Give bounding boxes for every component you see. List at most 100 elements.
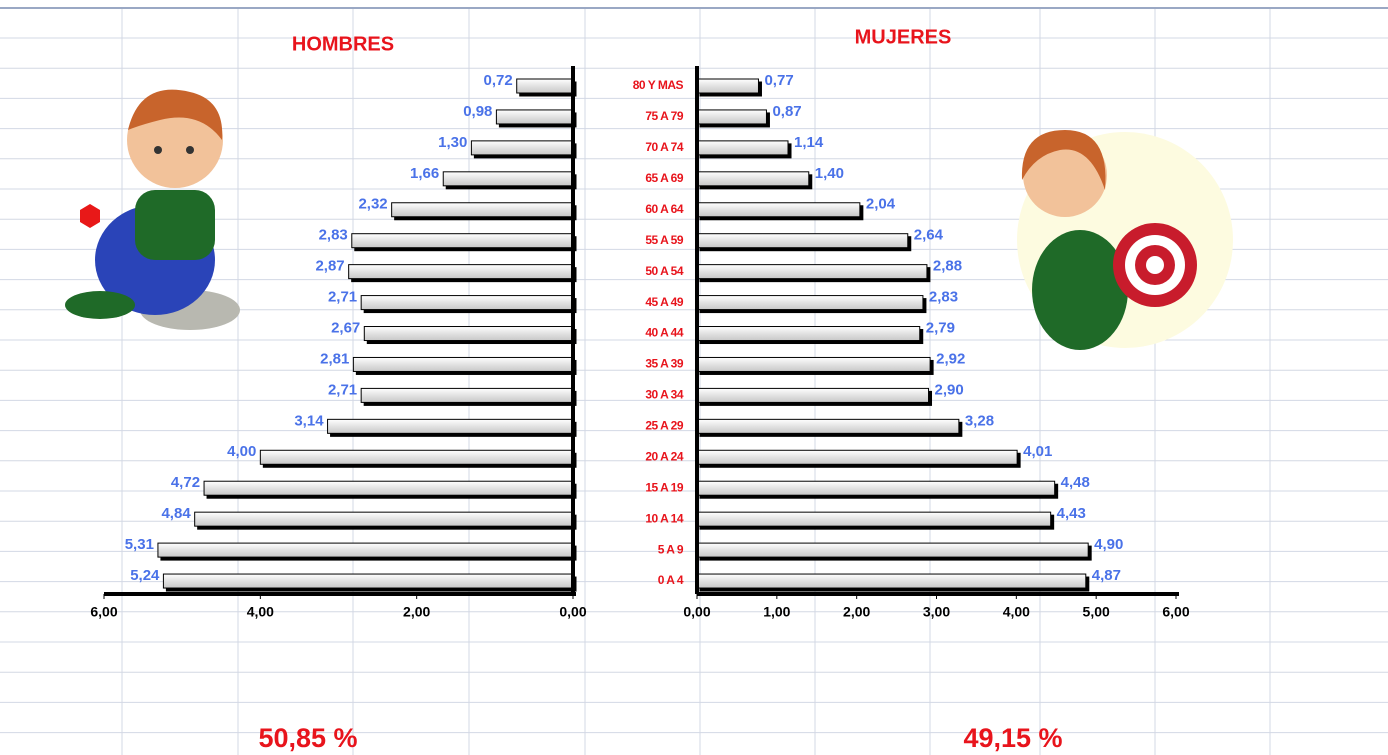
x-tick-label: 0,00: [559, 604, 586, 620]
spreadsheet-grid: [0, 8, 1388, 755]
bar: [696, 233, 909, 249]
value-label: 2,83: [319, 227, 348, 244]
bar: [259, 449, 574, 465]
bar: [696, 171, 810, 187]
bar: [495, 109, 574, 125]
category-label: 80 Y MAS: [633, 78, 684, 92]
value-label: 2,67: [331, 319, 360, 336]
bar: [696, 573, 1087, 589]
x-tick-label: 6,00: [1162, 604, 1189, 620]
value-label: 2,83: [929, 289, 958, 306]
chart-title: MUJERES: [855, 26, 952, 48]
value-label: 2,88: [933, 258, 962, 275]
category-label: 35 A 39: [645, 357, 683, 371]
bar: [696, 542, 1089, 558]
x-tick-label: 2,00: [843, 604, 870, 620]
bar: [696, 264, 928, 280]
bar: [696, 449, 1018, 465]
x-tick-label: 6,00: [90, 604, 117, 620]
value-label: 2,04: [866, 196, 896, 213]
bar: [157, 542, 574, 558]
bar: [327, 418, 574, 434]
value-label: 2,90: [935, 381, 964, 398]
x-tick-label: 1,00: [763, 604, 790, 620]
category-label: 25 A 29: [645, 419, 683, 433]
value-label: 0,98: [463, 103, 492, 120]
bar: [203, 480, 574, 496]
bar: [442, 171, 574, 187]
category-label: 60 A 64: [645, 202, 683, 216]
category-label: 50 A 54: [645, 264, 683, 278]
bar: [162, 573, 574, 589]
chart-title: HOMBRES: [292, 33, 394, 55]
value-label: 4,90: [1094, 536, 1123, 553]
total-percentage: 49,15 %: [963, 723, 1062, 753]
value-label: 1,30: [438, 134, 467, 151]
bar: [696, 109, 767, 125]
value-label: 4,43: [1057, 505, 1086, 522]
value-label: 4,48: [1061, 474, 1090, 491]
value-label: 2,71: [328, 381, 357, 398]
value-label: 2,81: [320, 350, 349, 367]
boy-illustration: [65, 89, 240, 330]
value-label: 2,87: [315, 258, 344, 275]
x-tick-label: 4,00: [247, 604, 274, 620]
x-tick-label: 0,00: [683, 604, 710, 620]
category-label: 45 A 49: [645, 295, 683, 309]
value-label: 4,84: [161, 505, 191, 522]
category-label: 5 A 9: [658, 542, 684, 556]
x-tick-label: 5,00: [1083, 604, 1110, 620]
value-label: 5,24: [130, 567, 160, 584]
category-label: 20 A 24: [645, 449, 683, 463]
value-label: 3,28: [965, 412, 994, 429]
bar: [351, 233, 574, 249]
value-label: 2,32: [358, 196, 387, 213]
category-label: 0 A 4: [658, 573, 684, 587]
value-label: 2,71: [328, 289, 357, 306]
x-tick-label: 3,00: [923, 604, 950, 620]
bar: [696, 480, 1056, 496]
category-label: 65 A 69: [645, 171, 683, 185]
bar: [516, 78, 574, 94]
bar: [360, 295, 574, 311]
bar: [696, 202, 861, 218]
value-label: 1,66: [410, 165, 439, 182]
category-label: 30 A 34: [645, 388, 683, 402]
value-label: 3,14: [294, 412, 324, 429]
bar: [363, 326, 574, 342]
bar: [696, 140, 789, 156]
x-tick-label: 4,00: [1003, 604, 1030, 620]
category-label: 40 A 44: [645, 326, 683, 340]
value-label: 1,14: [794, 134, 824, 151]
category-label: 70 A 74: [645, 140, 683, 154]
bar: [696, 326, 921, 342]
category-label: 15 A 19: [645, 480, 683, 494]
bar: [696, 356, 931, 372]
value-label: 4,72: [171, 474, 200, 491]
bar: [696, 78, 759, 94]
value-label: 2,64: [914, 227, 944, 244]
value-label: 0,87: [772, 103, 801, 120]
value-label: 0,77: [764, 72, 793, 89]
value-label: 1,40: [815, 165, 844, 182]
value-label: 0,72: [484, 72, 513, 89]
value-label: 5,31: [125, 536, 154, 553]
bar: [360, 387, 574, 403]
value-label: 2,92: [936, 350, 965, 367]
bar: [696, 418, 960, 434]
bar: [696, 511, 1052, 527]
girl-illustration: [1017, 130, 1233, 350]
bar: [391, 202, 574, 218]
value-label: 2,79: [926, 319, 955, 336]
bar: [194, 511, 574, 527]
bar: [696, 387, 930, 403]
bar: [348, 264, 574, 280]
category-label: 55 A 59: [645, 233, 683, 247]
bar: [352, 356, 574, 372]
bar: [696, 295, 924, 311]
value-label: 4,01: [1023, 443, 1052, 460]
value-label: 4,00: [227, 443, 256, 460]
category-label: 10 A 14: [645, 511, 683, 525]
total-percentage: 50,85 %: [258, 723, 357, 753]
